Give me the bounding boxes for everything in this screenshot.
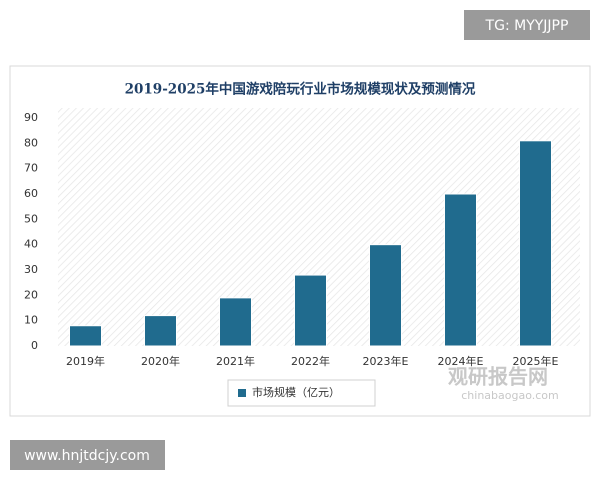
y-tick-label: 50 — [24, 212, 38, 225]
y-tick-label: 60 — [24, 187, 38, 200]
x-tick-label: 2019年 — [66, 354, 105, 368]
x-tick-label: 2022年 — [291, 354, 330, 368]
y-tick-label: 70 — [24, 162, 38, 175]
legend-box — [227, 379, 376, 407]
site-text: www.hnjtdcjy.com — [24, 448, 150, 464]
y-tick-label: 90 — [24, 111, 38, 124]
bar — [69, 325, 102, 347]
legend-label: 市场规模（亿元） — [252, 385, 340, 399]
y-tick-label: 10 — [24, 314, 38, 327]
tag-box — [464, 10, 590, 40]
bar — [444, 193, 477, 347]
y-tick-label: 20 — [24, 288, 38, 301]
watermark-en: chinabaogao.com — [461, 389, 559, 402]
y-tick-label: 80 — [24, 136, 38, 149]
bar — [294, 274, 327, 347]
legend-swatch — [238, 389, 246, 397]
x-tick-label: 2023年E — [363, 354, 409, 368]
watermark-cn: 观研报告网 — [448, 365, 548, 389]
bar — [219, 297, 252, 347]
y-tick-label: 40 — [24, 238, 38, 251]
bar — [144, 315, 177, 347]
y-tick-label: 0 — [31, 339, 38, 352]
x-tick-label: 2020年 — [141, 354, 180, 368]
x-tick-label: 2025年E — [513, 354, 559, 368]
x-tick-label: 2024年E — [438, 354, 484, 368]
tag-text: TG: MYYJJPP — [485, 18, 569, 34]
site-box — [10, 440, 165, 470]
chart-title: 2019-2025年中国游戏陪玩行业市场规模现状及预测情况 — [125, 81, 476, 98]
y-tick-label: 30 — [24, 263, 38, 276]
bar — [369, 244, 402, 347]
plot: 0 10 20 30 40 50 60 70 80 90 2019年 2020年 2021年 2022年 2… — [24, 111, 559, 407]
bar — [519, 140, 552, 347]
x-tick-label: 2021年 — [216, 354, 255, 368]
